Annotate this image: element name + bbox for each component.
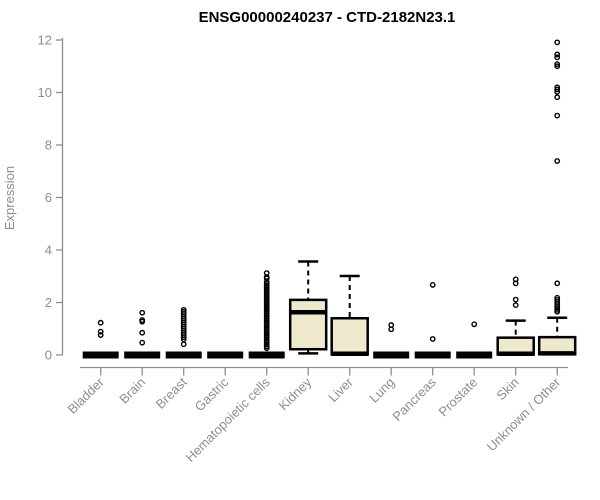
- outlier-point: [180, 341, 187, 348]
- y-tick-label: 12: [38, 33, 52, 48]
- outlier-point: [554, 158, 561, 164]
- box-group-breast: [165, 306, 202, 359]
- flat-box: [207, 351, 244, 359]
- box-group-gastric: [207, 351, 244, 359]
- x-category-label: Gastric: [192, 374, 232, 414]
- outlier-point: [471, 321, 478, 328]
- box-group-brain: [124, 309, 161, 359]
- box-group-pancreas: [414, 282, 451, 359]
- x-category-label: Breast: [153, 374, 190, 411]
- outlier-point: [263, 345, 270, 352]
- y-tick-label: 0: [45, 348, 52, 363]
- outlier-point: [554, 280, 561, 287]
- outlier-point: [139, 318, 146, 325]
- box-group-kidney: [288, 260, 328, 355]
- y-axis-title: Expression: [2, 166, 17, 230]
- outlier-point: [429, 336, 436, 342]
- x-category-label: Kidney: [276, 374, 315, 413]
- flat-box: [82, 351, 119, 359]
- x-category-label: Unknown / Other: [484, 374, 564, 454]
- box-rect: [330, 317, 369, 356]
- outlier-point: [139, 339, 146, 346]
- y-tick-label: 10: [38, 85, 52, 100]
- y-tick-label: 2: [45, 295, 52, 310]
- outlier-point: [554, 63, 561, 70]
- flat-box: [373, 351, 410, 359]
- x-category-label: Brain: [116, 375, 148, 407]
- outlier-point: [512, 302, 519, 309]
- box-group-lung: [373, 322, 410, 359]
- box-group-hematopoietic-cells: [248, 270, 285, 359]
- outlier-point: [554, 51, 561, 58]
- outlier-point: [554, 94, 561, 101]
- flat-box: [165, 351, 202, 359]
- outlier-point: [554, 61, 561, 68]
- outlier-point: [388, 326, 395, 333]
- box-group-unknown-other: [537, 39, 577, 356]
- box-group-bladder: [82, 319, 119, 359]
- outlier-point: [554, 308, 561, 315]
- y-tick-label: 4: [45, 243, 52, 258]
- box-group-prostate: [456, 321, 493, 359]
- outlier-point: [429, 282, 436, 288]
- box-group-liver: [330, 274, 369, 356]
- chart-title: ENSG00000240237 - CTD-2182N23.1: [199, 9, 456, 26]
- outlier-point: [97, 328, 104, 335]
- box-group-skin: [496, 276, 535, 356]
- x-category-label: Prostate: [435, 375, 480, 420]
- outlier-point: [554, 88, 561, 95]
- outlier-point: [554, 86, 561, 93]
- outlier-point: [512, 296, 519, 303]
- flat-box: [248, 351, 285, 359]
- x-category-label: Lung: [366, 375, 397, 406]
- flat-box: [414, 351, 451, 359]
- outlier-point: [554, 54, 561, 61]
- outlier-point: [554, 112, 561, 119]
- x-category-label: Pancreas: [389, 374, 439, 424]
- outlier-point: [139, 329, 146, 336]
- flat-box: [456, 351, 493, 359]
- box-rect: [288, 298, 328, 351]
- outlier-point: [512, 280, 519, 287]
- outlier-point: [180, 334, 187, 341]
- outlier-point: [554, 39, 561, 46]
- x-category-label: Bladder: [65, 374, 108, 417]
- outlier-point: [139, 309, 146, 316]
- outlier-point: [263, 275, 270, 282]
- flat-box: [124, 351, 161, 359]
- outlier-point: [97, 319, 104, 326]
- x-category-label: Liver: [325, 374, 356, 405]
- x-category-label: Skin: [493, 375, 521, 403]
- outlier-point: [97, 332, 104, 338]
- y-tick-label: 6: [45, 190, 52, 205]
- y-tick-label: 8: [45, 138, 52, 153]
